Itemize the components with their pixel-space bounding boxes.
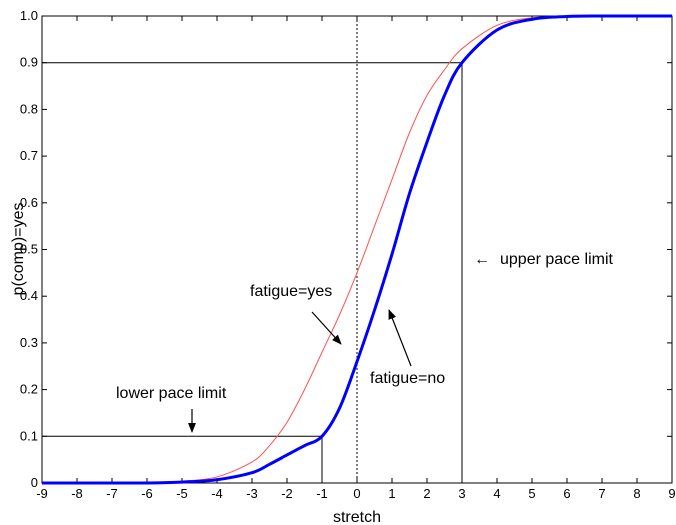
x-axis-ticks: -9 -8 -7 -6 -5 -4 -3 -2 -1 0 1 2 3 4 5 6 7 8 9 [36, 16, 676, 501]
x-tick-label: 7 [598, 486, 605, 501]
x-tick-label: -2 [281, 486, 293, 501]
fatigue-no-arrow [388, 309, 412, 367]
y-axis-ticks: 0 0.1 0.2 0.3 0.4 0.5 0.6 0.7 0.8 0.9 1.0 [20, 8, 672, 490]
fatigue-yes-arrow [311, 311, 342, 345]
x-tick-label: 5 [528, 486, 535, 501]
y-tick-label: 0.1 [20, 428, 38, 443]
x-tick-label: -7 [106, 486, 118, 501]
y-tick-label: 0.8 [20, 101, 38, 116]
x-tick-label: 3 [458, 486, 465, 501]
x-axis-title: stretch [333, 509, 381, 525]
x-tick-label: 9 [668, 486, 675, 501]
fatigue-no-label: fatigue=no [370, 370, 445, 387]
x-tick-label: 0 [353, 486, 360, 501]
x-tick-label: -4 [211, 486, 223, 501]
x-tick-label: -8 [71, 486, 83, 501]
x-tick-label: 6 [563, 486, 570, 501]
x-tick-label: -1 [316, 486, 328, 501]
y-tick-label: 0.5 [20, 242, 38, 257]
x-tick-label: -3 [246, 486, 258, 501]
x-tick-label: -5 [176, 486, 188, 501]
y-tick-label: 0 [31, 475, 38, 490]
upper-pace-limit-label: upper pace limit [500, 251, 614, 268]
series-fatigue-no-line [41, 14, 672, 485]
x-tick-label: 2 [423, 486, 430, 501]
y-tick-label: 0.6 [20, 195, 38, 210]
x-tick-label: 1 [388, 486, 395, 501]
x-tick-label: 4 [493, 486, 500, 501]
x-tick-label: 8 [633, 486, 640, 501]
y-tick-label: 0.7 [20, 148, 38, 163]
upper-pace-limit-arrow-glyph: ← [474, 251, 490, 268]
y-tick-label: 0.4 [20, 288, 38, 303]
y-tick-label: 0.2 [20, 382, 38, 397]
y-tick-label: 0.9 [20, 55, 38, 70]
y-tick-label: 1.0 [20, 8, 38, 23]
fatigue-yes-label: fatigue=yes [250, 283, 332, 300]
lower-pace-limit-label: lower pace limit [116, 385, 227, 402]
y-tick-label: 0.3 [20, 335, 38, 350]
x-tick-label: -9 [36, 486, 48, 501]
upper-pace-limit-line [42, 62, 463, 483]
x-tick-label: -6 [141, 486, 153, 501]
y-axis-title: p(comp)=yes [10, 203, 27, 296]
